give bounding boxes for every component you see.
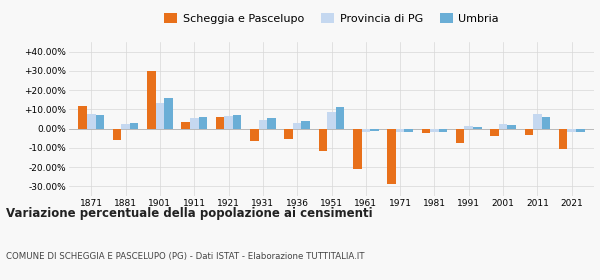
- Bar: [499, 124, 508, 129]
- Bar: [215, 117, 224, 129]
- Bar: [87, 114, 95, 129]
- Legend: Scheggia e Pascelupo, Provincia di PG, Umbria: Scheggia e Pascelupo, Provincia di PG, U…: [164, 13, 499, 24]
- Bar: [147, 71, 155, 129]
- Bar: [542, 117, 550, 129]
- Bar: [464, 126, 473, 129]
- Bar: [319, 129, 327, 151]
- Bar: [387, 129, 396, 185]
- Bar: [430, 129, 439, 132]
- Bar: [155, 103, 164, 129]
- Bar: [164, 98, 173, 129]
- Bar: [190, 118, 199, 129]
- Bar: [473, 127, 482, 129]
- Bar: [362, 129, 370, 132]
- Bar: [267, 118, 276, 129]
- Bar: [559, 129, 568, 149]
- Bar: [404, 129, 413, 132]
- Bar: [576, 129, 584, 132]
- Bar: [301, 121, 310, 129]
- Bar: [284, 129, 293, 139]
- Bar: [439, 129, 448, 132]
- Text: COMUNE DI SCHEGGIA E PASCELUPO (PG) - Dati ISTAT - Elaborazione TUTTITALIA.IT: COMUNE DI SCHEGGIA E PASCELUPO (PG) - Da…: [6, 252, 365, 261]
- Bar: [524, 129, 533, 135]
- Bar: [508, 125, 516, 129]
- Bar: [533, 114, 542, 129]
- Bar: [568, 129, 576, 132]
- Bar: [353, 129, 362, 169]
- Bar: [113, 129, 121, 140]
- Bar: [490, 129, 499, 136]
- Bar: [293, 123, 301, 129]
- Bar: [370, 129, 379, 130]
- Bar: [336, 108, 344, 129]
- Bar: [396, 129, 404, 132]
- Bar: [130, 123, 139, 129]
- Text: Variazione percentuale della popolazione ai censimenti: Variazione percentuale della popolazione…: [6, 207, 373, 220]
- Bar: [456, 129, 464, 143]
- Bar: [224, 116, 233, 129]
- Bar: [259, 120, 267, 129]
- Bar: [79, 106, 87, 129]
- Bar: [233, 115, 241, 129]
- Bar: [181, 122, 190, 129]
- Bar: [121, 124, 130, 129]
- Bar: [422, 129, 430, 134]
- Bar: [199, 117, 207, 129]
- Bar: [95, 115, 104, 129]
- Bar: [327, 112, 336, 129]
- Bar: [250, 129, 259, 141]
